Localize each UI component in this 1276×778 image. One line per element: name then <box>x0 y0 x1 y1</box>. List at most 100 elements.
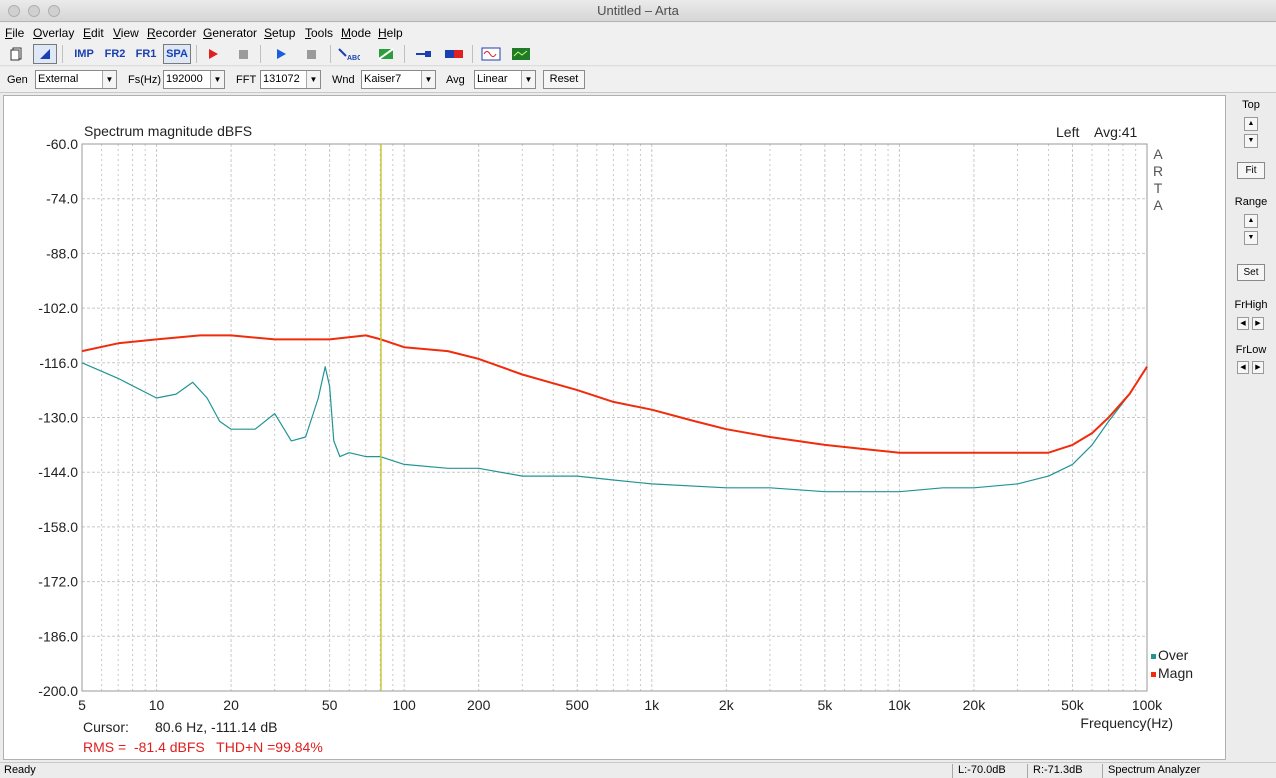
x-tick-label: 5k <box>817 697 833 713</box>
toolbar-separator <box>330 45 331 63</box>
gen-label: Gen <box>7 74 28 86</box>
probe-button[interactable] <box>412 44 436 64</box>
range-up-button[interactable]: ▲ <box>1244 214 1258 228</box>
chevron-down-icon: ▼ <box>306 71 320 88</box>
spa-mode-button[interactable]: SPA <box>163 44 191 64</box>
frhigh-label: FrHigh <box>1234 299 1268 311</box>
x-tick-label: 50k <box>1061 697 1085 713</box>
right-level-readout: R:-71.3dB <box>1027 764 1101 778</box>
options-bar: Gen External ▼ Fs(Hz) 192000 ▼ FFT 131072 ▼… <box>0 67 1276 93</box>
svg-text:ABC: ABC <box>347 55 360 61</box>
menu-file[interactable]: File <box>5 26 25 40</box>
set-button[interactable]: Set <box>1237 264 1265 281</box>
menu-view[interactable]: View <box>113 26 139 40</box>
x-tick-label: 500 <box>566 697 590 713</box>
analyzer-mode-readout: Spectrum Analyzer <box>1102 764 1276 778</box>
avg-value: Linear <box>477 73 508 85</box>
fs-select[interactable]: 192000 ▼ <box>163 70 225 89</box>
toolbar-separator <box>260 45 261 63</box>
menu-tools[interactable]: Tools <box>305 26 334 40</box>
toolbar-separator <box>196 45 197 63</box>
status-ready: Ready <box>4 764 36 776</box>
spectrum-chart[interactable]: -60.0 -74.0 -88.0 -102.0 -116.0 -130.0 -144.0 -… <box>4 96 1225 759</box>
y-tick-label: -130.0 <box>38 410 78 426</box>
flag-icon <box>40 49 50 59</box>
watermark-letter: A <box>1153 146 1163 162</box>
range-down-button[interactable]: ▼ <box>1244 231 1258 245</box>
cursor-label: Cursor: <box>83 719 129 735</box>
gen-select[interactable]: External ▼ <box>35 70 117 89</box>
probe-icon <box>416 51 431 57</box>
chevron-down-icon: ▼ <box>421 71 435 88</box>
menu-overlay[interactable]: Overlay <box>33 26 75 40</box>
plot-area-border <box>81 143 1148 692</box>
fr1-mode-button[interactable]: FR1 <box>135 48 157 60</box>
signal-button[interactable] <box>479 44 503 64</box>
y-tick-label: -60.0 <box>46 136 78 152</box>
page-icon <box>10 47 22 61</box>
avg-count-label: Avg:41 <box>1094 124 1138 140</box>
plot-panel[interactable]: -60.0 -74.0 -88.0 -102.0 -116.0 -130.0 -144.0 -… <box>3 95 1226 760</box>
chevron-down-icon: ▼ <box>210 71 224 88</box>
top-label: Top <box>1242 99 1260 111</box>
channel-label: Left <box>1056 124 1080 140</box>
generator-play-button[interactable] <box>269 44 293 64</box>
watermark-letter: A <box>1153 197 1163 213</box>
y-tick-label: -172.0 <box>38 574 78 590</box>
menu-edit[interactable]: Edit <box>83 26 104 40</box>
menu-mode[interactable]: Mode <box>341 26 372 40</box>
reset-button[interactable]: Reset <box>543 70 585 89</box>
frlow-right-button[interactable]: ▶ <box>1252 361 1264 374</box>
y-tick-label: -74.0 <box>46 191 78 207</box>
y-tick-label: -116.0 <box>39 355 78 371</box>
top-up-button[interactable]: ▲ <box>1244 117 1258 131</box>
x-tick-label: 10k <box>888 697 912 713</box>
color-button[interactable] <box>374 44 398 64</box>
mode-button[interactable] <box>33 44 57 64</box>
new-file-button[interactable] <box>5 44 29 64</box>
fr2-mode-button[interactable]: FR2 <box>104 48 126 60</box>
color-palette-icon <box>378 48 394 60</box>
imp-mode-button[interactable]: IMP <box>74 48 94 60</box>
scope-button[interactable] <box>509 44 533 64</box>
close-window-button[interactable] <box>8 5 20 17</box>
frhigh-left-button[interactable]: ◀ <box>1237 317 1249 330</box>
minimize-window-button[interactable] <box>28 5 40 17</box>
play-blue-icon <box>277 49 286 59</box>
range-label: Range <box>1234 196 1268 208</box>
fit-button[interactable]: Fit <box>1237 162 1265 179</box>
avg-select[interactable]: Linear ▼ <box>474 70 536 89</box>
menu-generator[interactable]: Generator <box>203 26 258 40</box>
record-stop-button[interactable] <box>231 44 255 64</box>
label-button[interactable]: ABC <box>336 44 362 64</box>
zoom-window-button[interactable] <box>48 5 60 17</box>
sine-wave-icon <box>481 47 501 61</box>
generator-stop-button[interactable] <box>299 44 323 64</box>
toolbar-separator <box>404 45 405 63</box>
series-line-over <box>81 362 1148 493</box>
window-title: Untitled – Arta <box>597 3 679 18</box>
plot-title: Spectrum magnitude dBFS <box>84 123 253 139</box>
y-tick-label: -200.0 <box>38 683 78 699</box>
cursor-readout: 80.6 Hz, -111.14 dB <box>155 719 278 735</box>
frlow-label: FrLow <box>1235 344 1267 356</box>
scale-control-panel: Top ▲ ▼ Fit Range ▲ ▼ Set FrHigh ◀ ▶ FrL… <box>1228 95 1274 760</box>
toolbar-separator <box>62 45 63 63</box>
avg-label: Avg <box>446 74 465 86</box>
record-play-button[interactable] <box>201 44 225 64</box>
fft-select[interactable]: 131072 ▼ <box>260 70 321 89</box>
top-down-button[interactable]: ▼ <box>1244 134 1258 148</box>
menu-setup[interactable]: Setup <box>264 26 296 40</box>
menu-help[interactable]: Help <box>378 26 403 40</box>
x-tick-label: 100k <box>1132 697 1163 713</box>
x-tick-label: 50 <box>322 697 338 713</box>
status-bar: Ready L:-70.0dB R:-71.3dB Spectrum Analy… <box>0 762 1276 778</box>
menu-recorder[interactable]: Recorder <box>147 26 197 40</box>
wnd-select[interactable]: Kaiser7 ▼ <box>361 70 436 89</box>
frhigh-right-button[interactable]: ▶ <box>1252 317 1264 330</box>
frlow-left-button[interactable]: ◀ <box>1237 361 1249 374</box>
level-button[interactable] <box>442 44 466 64</box>
x-tick-label: 1k <box>644 697 660 713</box>
menu-bar: File Overlay Edit View Recorder Generato… <box>0 23 1276 42</box>
y-tick-label: -102.0 <box>38 300 78 316</box>
